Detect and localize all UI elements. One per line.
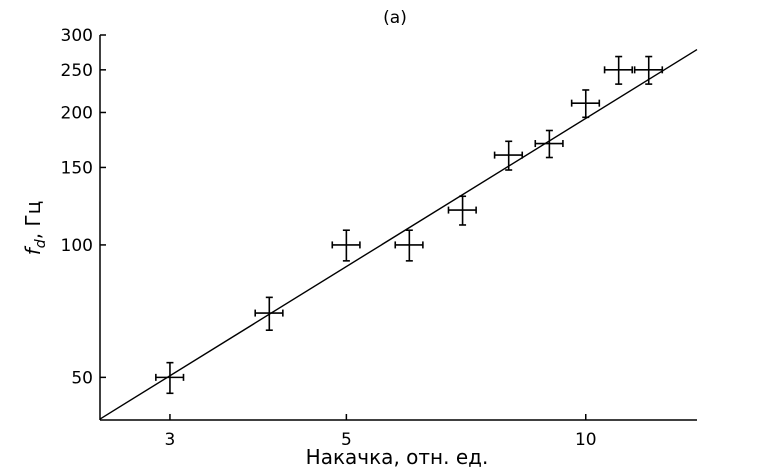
data-point	[155, 361, 185, 395]
plot-area: 3 5 10 50 100 150 200 250 300	[61, 26, 698, 450]
y-axis-label-base: f	[21, 245, 45, 255]
y-tick-label: 300	[61, 26, 93, 46]
y-axis-label: fd, Гц	[21, 201, 49, 255]
data-point	[493, 140, 524, 171]
y-tick-label: 200	[61, 103, 93, 123]
x-axis-label: Накачка, отн. ед.	[306, 445, 489, 469]
data-point	[633, 55, 664, 85]
y-tick-label: 50	[71, 368, 93, 388]
y-tick-label: 150	[61, 158, 93, 178]
data-points	[155, 55, 664, 395]
y-tick-label: 100	[61, 236, 93, 256]
y-tick-label: 250	[61, 61, 93, 81]
data-point	[603, 55, 634, 85]
fit-line	[99, 48, 698, 420]
data-point	[254, 296, 284, 331]
data-point	[570, 89, 601, 119]
chart-title: (a)	[383, 8, 407, 28]
data-point	[394, 229, 424, 262]
x-tick-label: 3	[165, 430, 176, 450]
x-tick-label: 5	[341, 430, 352, 450]
x-tick-label: 10	[575, 430, 597, 450]
data-point	[331, 229, 361, 262]
fit-line-group	[99, 48, 698, 420]
data-point	[534, 129, 564, 159]
y-axis-label-suffix: , Гц	[21, 201, 45, 240]
y-axis-label-sub: d	[33, 239, 49, 248]
axis-ticks: 3 5 10 50 100 150 200 250 300	[61, 26, 597, 450]
data-point	[447, 195, 477, 226]
